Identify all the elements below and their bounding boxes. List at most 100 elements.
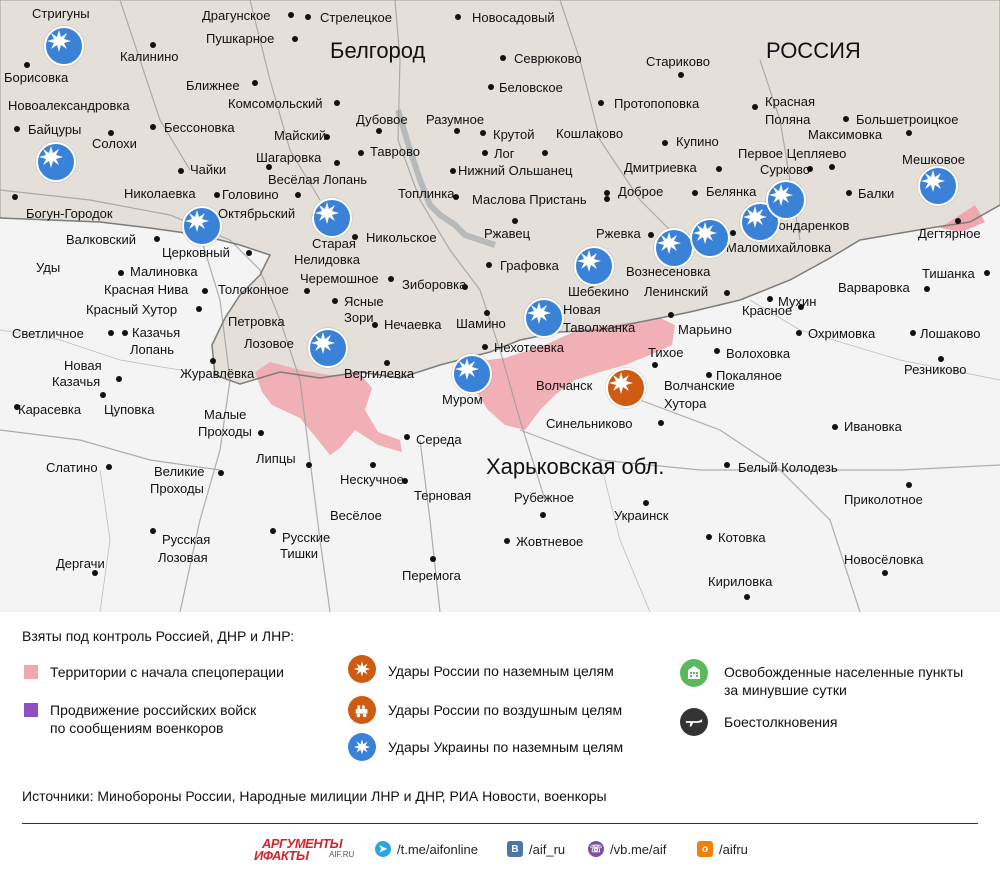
place-label: Дмитриевка	[624, 160, 697, 175]
place-dot	[218, 470, 224, 476]
ok-link[interactable]: o /aifru	[697, 841, 748, 857]
place-label: Калинино	[120, 49, 179, 64]
place-dot	[924, 286, 930, 292]
place-dot	[488, 84, 494, 90]
place-label: Весёлая Лопань	[268, 172, 368, 187]
place-dot	[266, 164, 272, 170]
place-label: Ржевка	[596, 226, 641, 241]
explosion-icon	[36, 142, 76, 182]
place-dot	[706, 372, 712, 378]
place-dot	[542, 150, 548, 156]
place-dot	[324, 134, 330, 140]
occupied-area-east	[470, 318, 675, 430]
place-label: Комсомольский	[228, 96, 323, 111]
place-label: Тишки	[280, 546, 319, 561]
explosion-icon	[308, 328, 348, 368]
place-label: Светличное	[12, 326, 84, 341]
vk-label: /aif_ru	[529, 841, 566, 857]
place-dot	[455, 14, 461, 20]
place-label: Дегтярное	[918, 226, 981, 241]
place-dot	[798, 304, 804, 310]
place-label: Шебекино	[568, 284, 629, 299]
place-label: Красное	[742, 303, 793, 318]
place-label: Таврово	[370, 144, 420, 159]
place-dot	[304, 288, 310, 294]
ok-label: /aifru	[719, 841, 748, 857]
explosion-icon	[348, 655, 376, 683]
place-label: Журавлёвка	[180, 366, 255, 381]
place-label: Рубежное	[514, 490, 575, 505]
place-label: Марьино	[678, 322, 732, 337]
place-label: Вергилевка	[344, 366, 415, 381]
place-dot	[796, 330, 802, 336]
place-label: Сурково	[760, 162, 811, 177]
place-dot	[752, 104, 758, 110]
place-label: Дергачи	[56, 556, 105, 571]
place-dot	[658, 420, 664, 426]
place-dot	[246, 250, 252, 256]
place-dot	[352, 234, 358, 240]
place-dot	[730, 230, 736, 236]
place-label: Топлинка	[398, 186, 455, 201]
place-label: Октябрьский	[218, 206, 296, 221]
place-label: Беловское	[499, 80, 563, 95]
telegram-link[interactable]: ➤ /t.me/aifonline	[375, 841, 478, 857]
place-dot	[604, 190, 610, 196]
legend-label-territory: Территории с начала спецоперации	[50, 664, 284, 680]
place-label: Майский	[274, 128, 327, 143]
legend-label-liberated: Освобожденные населенные пункты	[724, 664, 964, 680]
vk-link[interactable]: B /aif_ru	[507, 841, 565, 857]
place-dot	[955, 218, 961, 224]
place-label: Графовка	[500, 258, 559, 273]
place-dot	[938, 356, 944, 362]
aif-logo[interactable]: АРГУМЕНТЫ ИФАКТЫ AIF.RU	[254, 836, 364, 864]
region-label-russia: РОССИЯ	[766, 38, 861, 63]
legend-label-advance: Продвижение российских войск	[50, 702, 257, 718]
place-dot	[882, 570, 888, 576]
place-label: Зори	[344, 310, 374, 325]
place-label: Черемошное	[300, 271, 379, 286]
place-dot	[652, 362, 658, 368]
place-label: Солохи	[92, 136, 137, 151]
place-label: Новая	[563, 302, 601, 317]
place-label: Русская	[162, 532, 211, 547]
place-label: Красная	[765, 94, 815, 109]
viber-link[interactable]: ☏ /vb.me/aif	[588, 841, 666, 857]
place-label: Стрелецкое	[320, 10, 392, 25]
place-dot	[150, 42, 156, 48]
place-dot	[480, 130, 486, 136]
place-label: Ленинский	[644, 284, 709, 299]
place-label: Великие	[154, 464, 205, 479]
place-label: Проходы	[198, 424, 252, 439]
place-label: Стригуны	[32, 6, 90, 21]
place-label: Разумное	[426, 112, 485, 127]
place-label: Лозовая	[158, 550, 208, 565]
place-label: Малые	[204, 407, 247, 422]
place-label: Пушкарное	[206, 31, 275, 46]
place-label: Таволжанка	[563, 320, 636, 335]
legend-label-ru-air: Удары России по воздушным целям	[388, 702, 623, 718]
place-label: Липцы	[256, 451, 296, 466]
place-dot	[270, 528, 276, 534]
place-dot	[846, 190, 852, 196]
place-label: Церковный	[162, 245, 230, 260]
telegram-label: /t.me/aifonline	[397, 841, 478, 857]
place-label: Приколотное	[844, 492, 923, 507]
place-dot	[724, 290, 730, 296]
place-dot	[678, 72, 684, 78]
place-dot	[150, 528, 156, 534]
place-label: Волчанск	[536, 378, 593, 393]
place-dot	[484, 310, 490, 316]
explosion-icon	[574, 246, 614, 286]
place-label: Нижний Ольшанец	[458, 163, 573, 178]
place-dot	[384, 360, 390, 366]
place-label: Новоалександровка	[8, 98, 130, 113]
explosion-icon	[312, 198, 352, 238]
place-label: Толоконное	[218, 282, 289, 297]
place-label: Проходы	[150, 481, 204, 496]
place-label: Шагаровка	[256, 150, 322, 165]
place-label: Новосадовый	[472, 10, 555, 25]
place-dot	[376, 128, 382, 134]
place-label: Волчанские	[664, 378, 735, 393]
place-label: Тихое	[648, 345, 684, 360]
